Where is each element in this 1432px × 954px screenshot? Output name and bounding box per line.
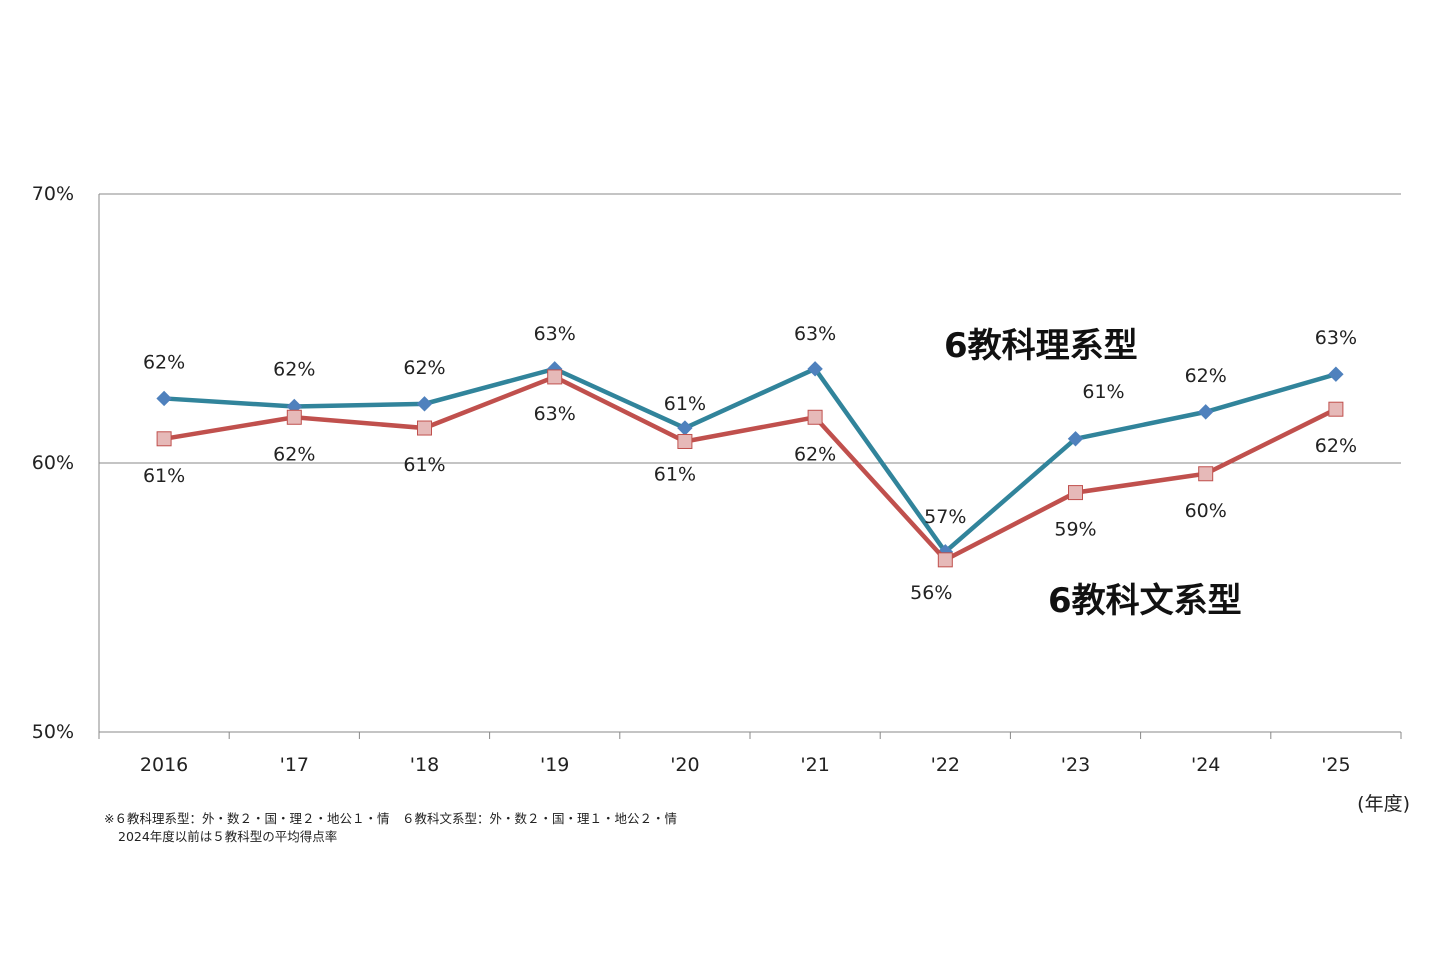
x-tick-label: '23 <box>1061 754 1090 776</box>
data-label: 62% <box>143 351 185 373</box>
data-label: 63% <box>534 403 576 425</box>
data-point <box>156 431 172 447</box>
data-label: 59% <box>1054 519 1096 541</box>
data-point <box>156 390 172 407</box>
data-point <box>286 409 302 425</box>
x-tick-label: '22 <box>931 754 960 776</box>
series-label-science: 6教科理系型 <box>944 326 1138 366</box>
data-point <box>677 420 693 436</box>
data-point <box>1198 466 1214 482</box>
x-tick-label: '20 <box>670 754 699 776</box>
data-label: 61% <box>143 465 185 487</box>
series-line <box>163 366 1337 556</box>
x-axis-unit: (年度) <box>1357 793 1410 815</box>
data-label: 62% <box>1185 365 1227 387</box>
data-label: 61% <box>403 454 445 476</box>
data-label: 61% <box>654 463 696 485</box>
y-tick-label: 50% <box>32 721 74 743</box>
data-label: 57% <box>924 506 966 528</box>
data-point <box>1328 401 1344 417</box>
data-label: 63% <box>794 323 836 345</box>
x-tick-label: '18 <box>410 754 439 776</box>
data-label: 62% <box>273 359 315 381</box>
x-tick-label: '19 <box>540 754 569 776</box>
x-tick-label: '24 <box>1191 754 1220 776</box>
y-tick-label: 70% <box>32 183 74 205</box>
data-point <box>1197 404 1214 420</box>
data-label: 62% <box>273 443 315 465</box>
data-point <box>677 433 693 449</box>
x-tick-label: '25 <box>1321 754 1350 776</box>
data-label: 62% <box>1315 435 1357 457</box>
data-label: 62% <box>794 443 836 465</box>
data-point <box>416 396 433 412</box>
x-tick-label: '17 <box>280 754 309 776</box>
series-label-humanities: 6教科文系型 <box>1048 581 1242 621</box>
data-label: 63% <box>534 323 576 345</box>
data-point <box>417 420 432 436</box>
data-label: 61% <box>1082 381 1124 403</box>
data-label: 61% <box>664 393 706 415</box>
data-point <box>1068 485 1083 501</box>
series-line <box>163 374 1337 563</box>
data-point <box>1067 431 1084 447</box>
data-point <box>937 552 953 568</box>
data-label: 56% <box>910 582 952 604</box>
data-point <box>1328 366 1344 382</box>
data-point <box>807 409 823 425</box>
data-label: 63% <box>1315 327 1357 349</box>
footnote-line2: 2024年度以前は５教科型の平均得点率 <box>118 829 338 844</box>
data-label: 62% <box>403 357 445 379</box>
data-point <box>547 369 563 385</box>
x-tick-label: '21 <box>800 754 829 776</box>
data-point <box>807 361 823 377</box>
data-label: 60% <box>1185 500 1227 522</box>
x-tick-label: 2016 <box>140 754 188 776</box>
y-tick-label: 60% <box>32 452 74 474</box>
footnote-line1: ※６教科理系型：外・数２・国・理２・地公１・情 ６教科文系型：外・数２・国・理１… <box>104 811 677 826</box>
